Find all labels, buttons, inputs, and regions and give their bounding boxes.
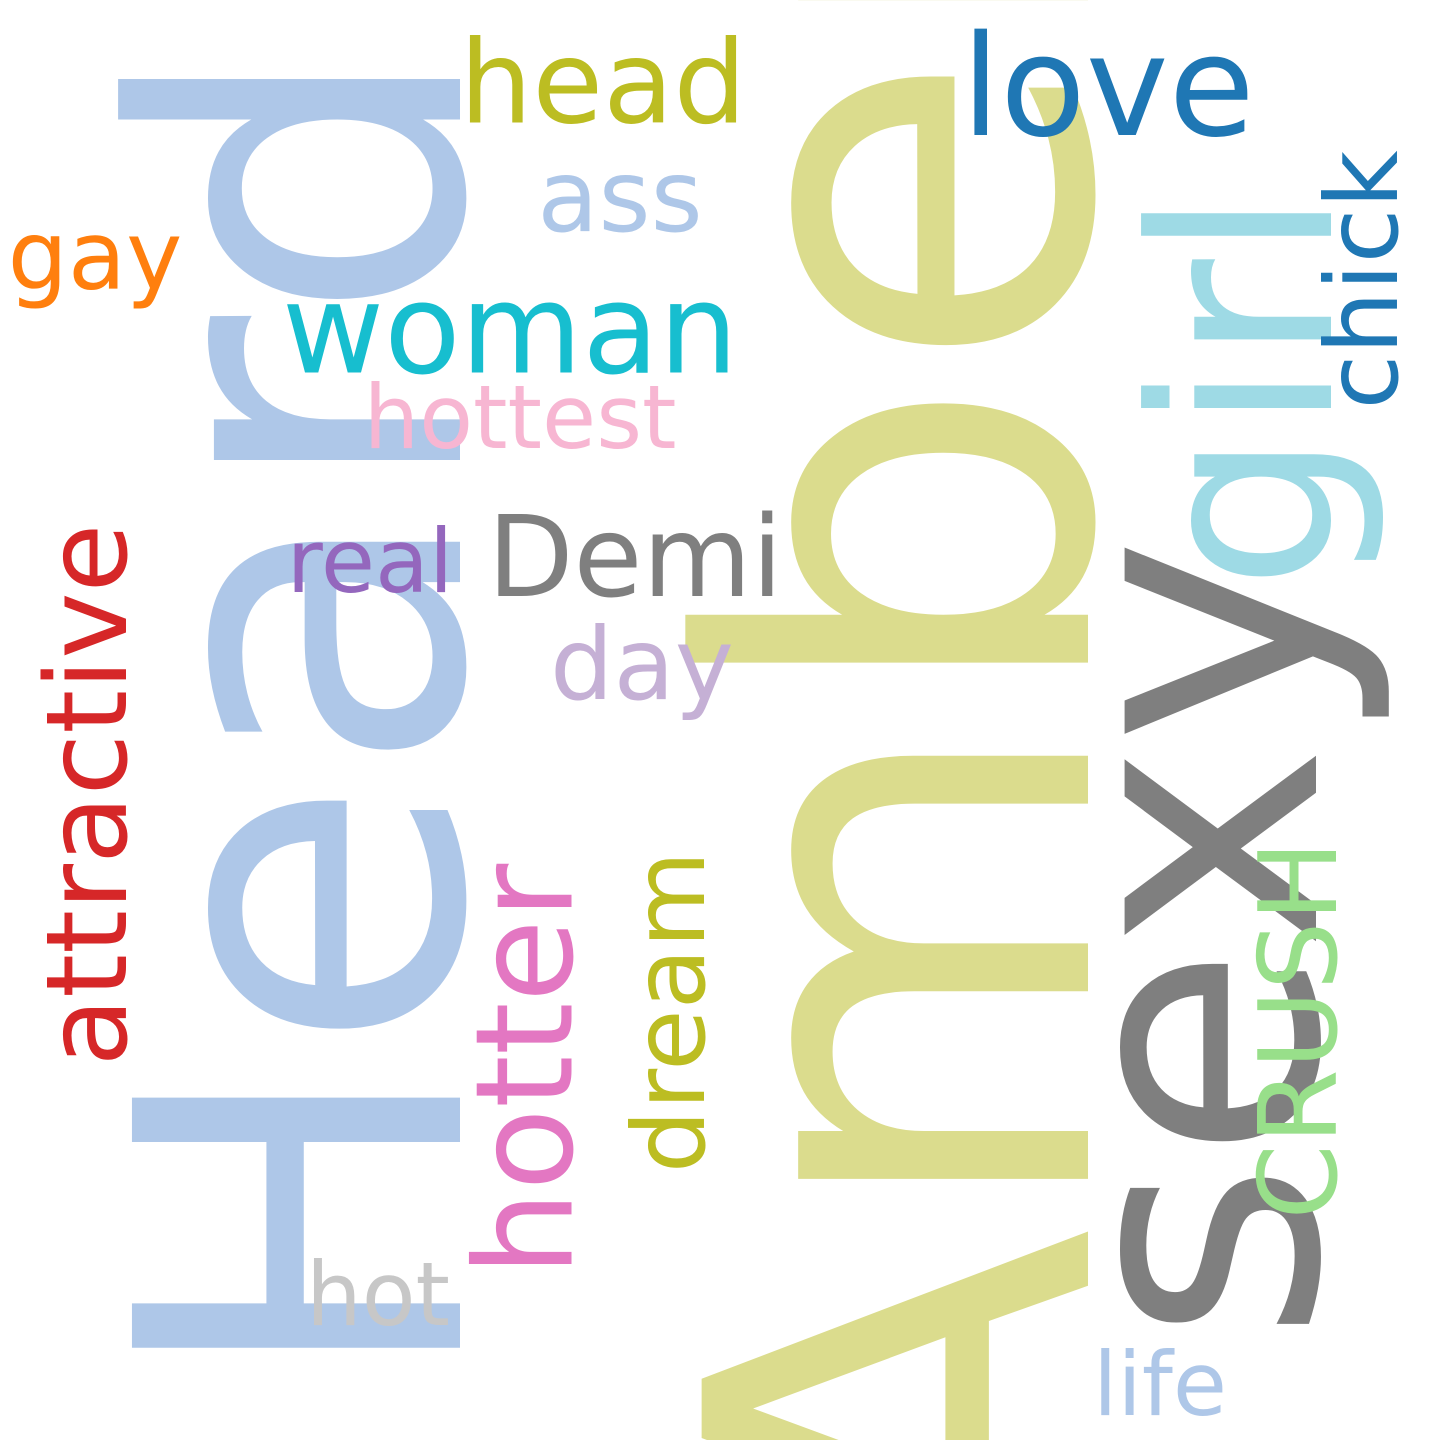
- word-hotter: hotter: [446, 863, 604, 1277]
- word-gay: gay: [7, 201, 183, 312]
- word-day: day: [550, 606, 734, 723]
- word-life: life: [1092, 1333, 1228, 1436]
- word-crush: CRUSH: [1237, 840, 1362, 1220]
- word-attractive: attractive: [23, 523, 153, 1067]
- word-demi: Demi: [487, 493, 783, 623]
- word-chick: chick: [1304, 150, 1421, 410]
- word-head: head: [459, 16, 747, 151]
- word-hot: hot: [305, 1243, 451, 1346]
- word-hottest: hottest: [363, 366, 677, 469]
- word-dream: dream: [611, 850, 728, 1174]
- word-real: real: [286, 510, 454, 613]
- word-ass: ass: [537, 138, 703, 255]
- word-love: love: [961, 6, 1255, 169]
- word-woman: woman: [281, 257, 739, 403]
